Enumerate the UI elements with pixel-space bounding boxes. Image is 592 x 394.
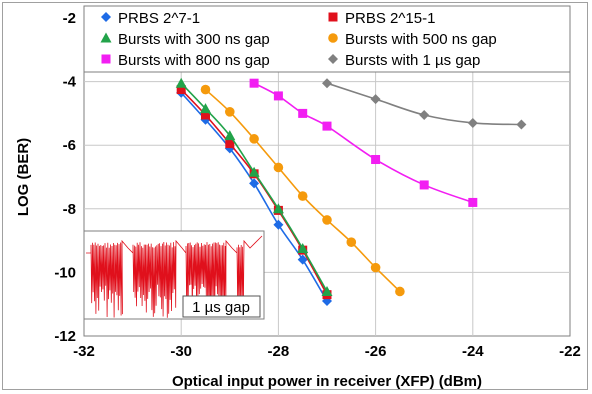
data-point-bursts-with-1-s-gap <box>370 94 381 105</box>
series-prbs-2-7-1 <box>176 87 332 307</box>
legend-label: Bursts with 500 ns gap <box>345 31 497 48</box>
series-bursts-with-500-ns-gap <box>200 84 405 297</box>
data-point-bursts-with-500-ns-gap <box>200 84 211 95</box>
data-point-bursts-with-800-ns-gap <box>322 121 332 131</box>
data-point-bursts-with-800-ns-gap <box>468 197 478 207</box>
legend-item-bursts-with-500-ns-gap: Bursts with 500 ns gap <box>328 31 497 48</box>
y-tick-label: -10 <box>54 264 76 281</box>
x-tick-label: -30 <box>170 343 192 360</box>
x-tick-label: -28 <box>268 343 290 360</box>
y-tick-label: -12 <box>54 328 76 345</box>
data-point-bursts-with-800-ns-gap <box>249 78 259 88</box>
legend-item-bursts-with-300-ns-gap: Bursts with 300 ns gap <box>100 31 270 48</box>
data-point-prbs-2-15-1 <box>201 110 210 120</box>
inset-burst-trace <box>86 235 263 318</box>
data-point-bursts-with-800-ns-gap <box>371 155 381 165</box>
legend: PRBS 2^7-1 PRBS 2^15-1 Bursts with 300 ns … <box>83 5 571 73</box>
legend-item-prbs-2-7-1: PRBS 2^7-1 <box>101 10 200 27</box>
data-point-bursts-with-300-ns-gap <box>175 77 187 88</box>
legend-item-bursts-with-800-ns-gap: Bursts with 800 ns gap <box>101 52 270 69</box>
data-point-bursts-with-1-s-gap <box>419 109 430 120</box>
legend-box <box>83 5 571 73</box>
data-point-bursts-with-800-ns-gap <box>419 180 429 190</box>
data-point-bursts-with-300-ns-gap <box>224 130 236 141</box>
x-axis-label: Optical input power in receiver (XFP) (d… <box>172 373 482 390</box>
data-point-bursts-with-500-ns-gap <box>249 134 259 144</box>
x-tick-label: -32 <box>73 343 95 360</box>
data-point-bursts-with-800-ns-gap <box>273 91 283 101</box>
data-point-bursts-with-500-ns-gap <box>370 262 381 273</box>
data-point-prbs-2-7-1 <box>297 254 308 265</box>
data-point-bursts-with-1-s-gap <box>516 119 527 130</box>
y-tick-label: -6 <box>63 137 76 154</box>
data-point-bursts-with-500-ns-gap <box>322 215 332 225</box>
legend-marker-bursts-with-500-ns-gap <box>328 33 338 43</box>
legend-item-bursts-with-1-s-gap: Bursts with 1 µs gap <box>328 52 480 69</box>
x-tick-label: -26 <box>365 343 387 360</box>
series-bursts-with-1-s-gap <box>322 78 527 130</box>
data-point-prbs-2-7-1 <box>273 219 284 230</box>
data-point-bursts-with-300-ns-gap <box>272 203 284 214</box>
tick-labels: -32 -30 -28 -26 -24 -22 -12 -10 -8 -6 -4 -2 <box>54 10 581 360</box>
inset-label: 1 µs gap <box>192 299 250 316</box>
legend-label: PRBS 2^15-1 <box>345 10 435 27</box>
data-point-bursts-with-500-ns-gap <box>225 107 235 117</box>
series-layer <box>175 77 527 307</box>
data-point-bursts-with-1-s-gap <box>322 78 332 89</box>
data-point-bursts-with-800-ns-gap <box>298 108 308 118</box>
legend-marker-prbs-2-7-1 <box>101 12 111 22</box>
data-point-bursts-with-300-ns-gap <box>200 103 211 114</box>
y-tick-label: -2 <box>63 10 76 27</box>
data-point-bursts-with-300-ns-gap <box>297 243 309 254</box>
data-point-bursts-with-500-ns-gap <box>346 237 357 247</box>
data-point-bursts-with-300-ns-gap <box>248 166 260 177</box>
y-axis-label: LOG (BER) <box>15 138 32 216</box>
data-point-bursts-with-500-ns-gap <box>395 286 405 297</box>
data-point-bursts-with-1-s-gap <box>467 117 478 128</box>
legend-label: Bursts with 800 ns gap <box>118 52 270 69</box>
legend-marker-bursts-with-300-ns-gap <box>100 32 112 43</box>
data-point-bursts-with-300-ns-gap <box>321 285 333 296</box>
data-point-prbs-2-15-1 <box>176 85 186 95</box>
inset-label-box <box>182 295 261 318</box>
series-bursts-with-300-ns-gap <box>175 77 333 296</box>
x-tick-label: -22 <box>559 343 581 360</box>
legend-label: Bursts with 300 ns gap <box>118 31 270 48</box>
y-tick-label: -4 <box>63 74 77 91</box>
y-tick-label: -8 <box>63 201 76 218</box>
chart-frame <box>2 2 588 390</box>
inset-plot: 1 µs gap <box>83 230 265 320</box>
data-point-bursts-with-500-ns-gap <box>297 191 308 201</box>
series-bursts-with-800-ns-gap <box>249 78 478 207</box>
legend-marker-bursts-with-800-ns-gap <box>101 54 111 64</box>
data-point-prbs-2-15-1 <box>225 139 235 149</box>
legend-marker-prbs-2-15-1 <box>328 12 338 22</box>
x-tick-label: -24 <box>462 343 484 360</box>
legend-label: PRBS 2^7-1 <box>118 10 200 27</box>
legend-item-prbs-2-15-1: PRBS 2^15-1 <box>328 10 435 27</box>
data-point-prbs-2-7-1 <box>249 178 260 189</box>
data-point-bursts-with-500-ns-gap <box>273 162 284 173</box>
legend-marker-bursts-with-1-s-gap <box>328 54 338 64</box>
legend-label: Bursts with 1 µs gap <box>345 52 480 69</box>
